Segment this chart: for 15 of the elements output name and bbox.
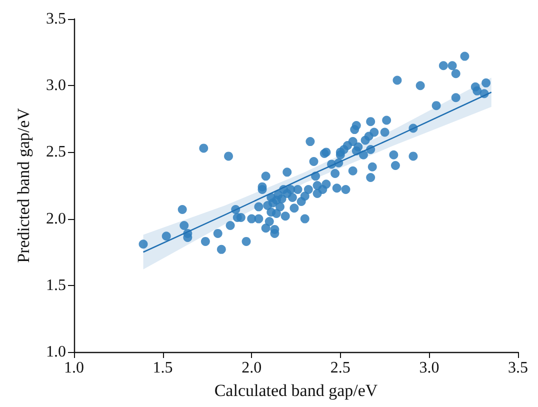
x-tick-label: 1.5 bbox=[152, 360, 173, 376]
x-tick-label: 3.0 bbox=[419, 360, 440, 376]
x-tick-label: 3.5 bbox=[508, 360, 528, 376]
y-tick-label: 3.0 bbox=[46, 77, 66, 94]
x-axis-title: Calculated band gap/eV bbox=[214, 381, 378, 400]
y-tick-label: 1.5 bbox=[46, 276, 66, 294]
line-series bbox=[142, 92, 492, 253]
y-tick-label: 2.0 bbox=[46, 210, 66, 228]
x-tick-label: 2.5 bbox=[330, 360, 350, 376]
y-tick-label: 2.5 bbox=[46, 144, 66, 161]
y-axis-title: Predicted band gap/eV bbox=[14, 107, 33, 263]
y-tick-label: 3.5 bbox=[46, 10, 66, 28]
y-tick-label: 1.0 bbox=[46, 344, 66, 360]
x-tick-label: 1.0 bbox=[64, 360, 84, 376]
x-tick-label: 2.0 bbox=[242, 360, 262, 376]
